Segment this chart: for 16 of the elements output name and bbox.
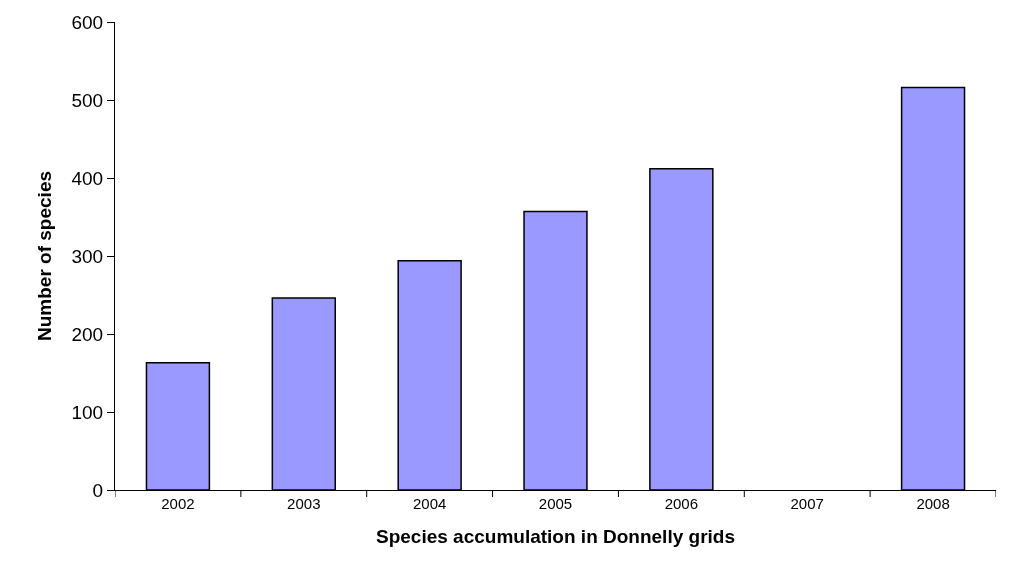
x-tick-label: 2003: [287, 495, 321, 512]
x-tick-label: 2004: [412, 495, 447, 512]
x-tick-label: 2007: [790, 495, 824, 512]
y-tick-label: 200: [71, 323, 104, 345]
x-tick-label: 2006: [664, 495, 699, 512]
x-tick-label: 2005: [538, 495, 573, 512]
x-tick-label: 2008: [916, 495, 950, 512]
y-tick-label: 400: [71, 167, 104, 189]
x-axis-title: Species accumulation in Donnelly grids: [376, 525, 735, 547]
y-tick-label: 100: [71, 401, 104, 423]
y-tick-label: 500: [71, 89, 104, 111]
y-tick-label: 0: [92, 479, 104, 501]
y-axis-title: Number of species: [34, 171, 56, 341]
x-tick-label: 2002: [161, 495, 195, 512]
y-tick-label: 300: [71, 245, 104, 267]
y-tick-label: 600: [71, 11, 104, 33]
